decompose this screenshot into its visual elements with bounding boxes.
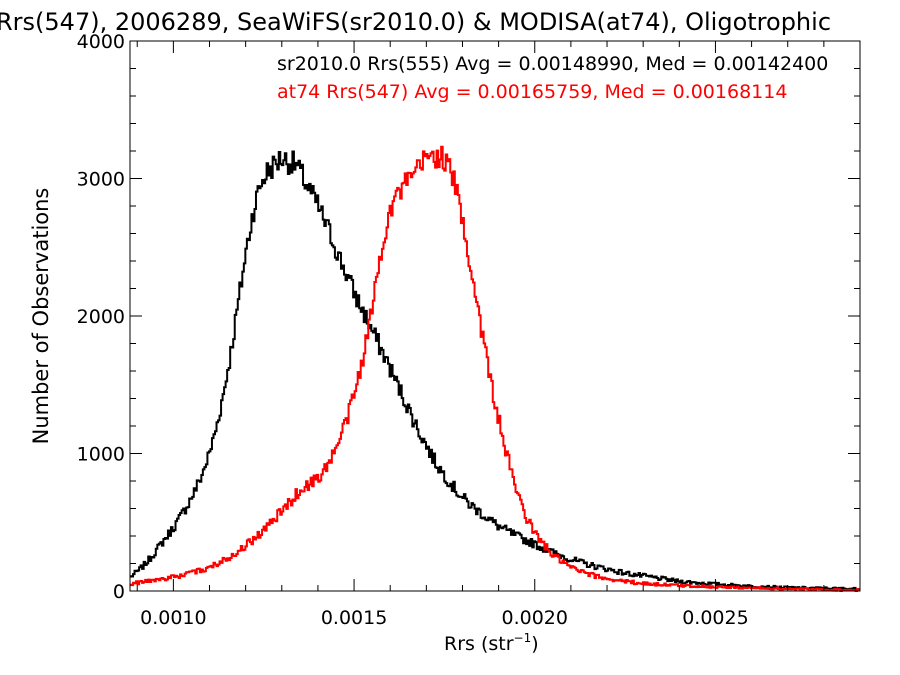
x-tick-label: 0.0020: [502, 607, 568, 629]
series-sr2010.0-line: [130, 150, 860, 591]
x-tick-label: 0.0025: [682, 607, 748, 629]
series-annotation-sr2010: sr2010.0 Rrs(555) Avg = 0.00148990, Med …: [277, 53, 828, 75]
y-tick-label: 1000: [77, 444, 125, 466]
series-layer: [130, 145, 860, 592]
x-axis-label-main: Rrs (str: [444, 633, 514, 655]
series-sr2010.0: [130, 150, 860, 591]
x-tick-label: 0.0015: [321, 607, 387, 629]
x-axis-label: Rrs (str−1): [444, 631, 539, 655]
x-axis-label-superscript: −1: [514, 631, 532, 645]
y-tick-label: 2000: [77, 306, 125, 328]
x-axis-label-close: ): [531, 633, 538, 655]
y-tick-label: 0: [113, 581, 125, 603]
series-annotation-at74: at74 Rrs(547) Avg = 0.00165759, Med = 0.…: [277, 81, 787, 103]
chart-title: Rrs(547), 2006289, SeaWiFS(sr2010.0) & M…: [0, 8, 831, 36]
y-tick-label: 4000: [77, 31, 125, 53]
x-tick-label: 0.0010: [140, 607, 206, 629]
series-at74: [130, 145, 860, 592]
series-at74-line: [130, 145, 860, 592]
y-tick-label: 3000: [77, 169, 125, 191]
tick-layer: 0.0010 0.0015 0.0020 0.0025 0 1000 2000 3000 400…: [77, 31, 861, 629]
y-axis-label: Number of Observations: [29, 188, 53, 445]
